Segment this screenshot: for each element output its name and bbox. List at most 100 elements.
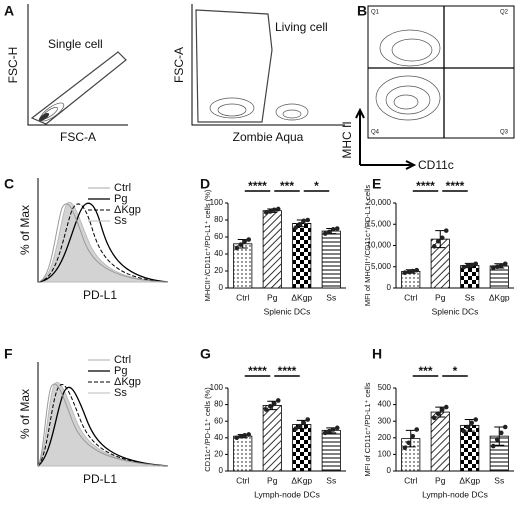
quadrant-label: Q2 xyxy=(500,10,509,16)
axis xyxy=(191,4,345,126)
panel-label: C xyxy=(4,176,14,192)
x-tick-label: ΔKgp xyxy=(291,475,312,485)
data-point xyxy=(465,263,471,269)
bar xyxy=(292,222,312,289)
y-tick-label: 80 xyxy=(214,215,223,224)
data-point xyxy=(238,242,244,247)
contour xyxy=(391,38,433,62)
significance-label: **** xyxy=(248,364,267,378)
significance-label: * xyxy=(314,179,319,193)
panel-label: F xyxy=(4,346,13,362)
contour xyxy=(379,29,441,67)
panel-label: H xyxy=(372,346,382,362)
significance-label: **** xyxy=(278,364,297,378)
flow-plot: Living cell Zombie Aqua FSC-A xyxy=(172,4,345,144)
y-axis-label: MHCII⁺/CD11c⁺/PD-L1⁺ cells (%) xyxy=(203,189,212,301)
gate xyxy=(30,51,127,125)
histogram-curve xyxy=(37,203,169,283)
y-axis-label: FSC-H xyxy=(6,47,20,84)
bar xyxy=(233,243,253,289)
histogram-curve xyxy=(37,202,169,283)
panel-label: A xyxy=(4,3,14,19)
data-point xyxy=(414,427,420,432)
data-point xyxy=(246,432,252,437)
y-tick-label: 300 xyxy=(378,416,392,425)
x-axis-label: Lymph-node DCs xyxy=(422,489,488,499)
x-axis-label: Splenic DCs xyxy=(432,306,479,316)
y-axis-label: % of Max xyxy=(18,389,32,439)
contour xyxy=(385,85,431,115)
contour xyxy=(217,103,247,117)
data-point xyxy=(502,424,508,430)
data-point xyxy=(498,263,504,268)
data-point xyxy=(431,244,437,249)
data-point xyxy=(494,437,500,442)
histogram-curve xyxy=(37,382,169,467)
data-point xyxy=(443,228,449,233)
x-tick-label: Ctrl xyxy=(404,475,417,485)
y-tick-label: 100 xyxy=(210,383,224,392)
data-point xyxy=(301,420,307,426)
y-tick-label: 100 xyxy=(378,450,392,459)
x-tick-label: Ss xyxy=(465,292,475,302)
x-axis-label: Lymph-node DCs xyxy=(254,489,320,499)
gate xyxy=(195,9,273,123)
data-point xyxy=(502,261,508,267)
quadrant-label: Q4 xyxy=(371,130,380,136)
y-tick-label: 15,000 xyxy=(367,219,392,228)
y-axis-label: % of Max xyxy=(18,205,32,255)
quadrant-label: Q3 xyxy=(500,130,509,136)
bar xyxy=(321,230,341,289)
data-point xyxy=(330,227,336,232)
gate-label: Living cell xyxy=(275,20,328,34)
legend-label: ΔKgp xyxy=(114,376,141,388)
data-point xyxy=(439,235,445,241)
data-point xyxy=(439,407,445,412)
data-point xyxy=(465,424,471,430)
data-point xyxy=(322,231,328,236)
data-point xyxy=(326,428,332,434)
data-point xyxy=(473,417,479,422)
data-point xyxy=(334,226,340,231)
histogram-curve xyxy=(37,202,169,283)
data-point xyxy=(275,398,281,403)
bar xyxy=(292,424,312,472)
data-point xyxy=(234,245,240,251)
data-point xyxy=(267,209,273,214)
data-point xyxy=(297,221,303,227)
x-axis-label: Zombie Aqua xyxy=(233,130,304,144)
legend-label: Ss xyxy=(114,215,127,227)
flow-plot: Single cell FSC-A FSC-H xyxy=(6,4,128,144)
data-point xyxy=(242,433,248,438)
y-tick-label: 0 xyxy=(387,466,392,475)
histogram-curve xyxy=(37,203,169,283)
histogram-plot: % of Max PD-L1 Ctrl Pg ΔKgp Ss xyxy=(18,178,169,302)
legend-label: Ss xyxy=(114,387,127,399)
data-point xyxy=(322,430,328,436)
quadrant-plot: Q1 Q2 Q4 Q3 CD11c MHC II xyxy=(340,5,515,172)
data-point xyxy=(263,210,269,215)
data-point xyxy=(494,264,500,270)
y-tick-label: 20,000 xyxy=(367,198,392,207)
bar xyxy=(262,210,282,289)
panel-label: D xyxy=(200,176,210,192)
error-bar xyxy=(405,429,416,448)
data-point xyxy=(406,440,412,446)
x-tick-label: ΔKgp xyxy=(489,292,510,302)
data-point xyxy=(435,411,441,417)
data-point xyxy=(301,218,307,224)
contour xyxy=(275,103,309,121)
data-point xyxy=(414,267,420,273)
data-point xyxy=(443,404,449,410)
data-point xyxy=(326,229,332,235)
error-bar xyxy=(464,419,475,432)
error-bar xyxy=(494,426,505,446)
x-axis-label: Splenic DCs xyxy=(264,306,311,316)
legend-label: ΔKgp xyxy=(114,204,141,216)
data-point xyxy=(238,433,244,439)
x-tick-label: Ss xyxy=(494,475,504,485)
y-axis-label: MFI of MHCII⁺/CD11c⁺/PD-L1⁺ cells xyxy=(363,185,372,307)
x-axis-label: FSC-A xyxy=(60,130,96,144)
data-point xyxy=(402,270,408,276)
y-tick-label: 200 xyxy=(378,433,392,442)
